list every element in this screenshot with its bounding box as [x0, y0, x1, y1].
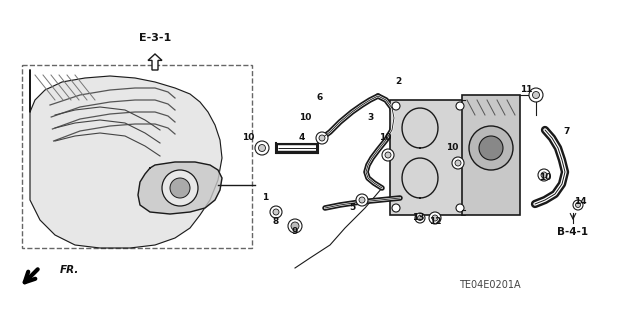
Circle shape	[529, 88, 543, 102]
Text: TE04E0201A: TE04E0201A	[459, 280, 521, 290]
Bar	[390, 100, 465, 215]
Text: 5: 5	[349, 204, 355, 212]
Text: 11: 11	[520, 85, 532, 94]
Text: 3: 3	[367, 114, 373, 122]
Text: 2: 2	[395, 78, 401, 86]
Bar	[22, 65, 252, 248]
Circle shape	[316, 132, 328, 144]
Circle shape	[417, 216, 422, 220]
Circle shape	[538, 169, 550, 181]
Circle shape	[356, 194, 368, 206]
Text: B-4-1: B-4-1	[557, 227, 589, 237]
Text: 6: 6	[317, 93, 323, 102]
Circle shape	[162, 170, 198, 206]
Text: 10: 10	[446, 144, 458, 152]
Text: 10: 10	[242, 133, 254, 143]
Circle shape	[319, 135, 325, 141]
Bar	[462, 95, 520, 215]
Text: 13: 13	[412, 213, 424, 222]
Text: 7: 7	[564, 128, 570, 137]
Text: 10: 10	[299, 114, 311, 122]
Circle shape	[288, 219, 302, 233]
Circle shape	[456, 102, 464, 110]
Circle shape	[432, 215, 438, 221]
Text: 12: 12	[429, 218, 441, 226]
Circle shape	[385, 152, 391, 158]
Text: 10: 10	[379, 133, 391, 143]
Circle shape	[575, 203, 580, 207]
Polygon shape	[30, 70, 222, 248]
Circle shape	[469, 126, 513, 170]
Circle shape	[455, 160, 461, 166]
Text: FR.: FR.	[60, 265, 79, 275]
Text: 14: 14	[573, 197, 586, 206]
Circle shape	[273, 209, 279, 215]
Circle shape	[573, 200, 583, 210]
Text: 8: 8	[273, 218, 279, 226]
Circle shape	[259, 145, 266, 152]
Circle shape	[392, 204, 400, 212]
Circle shape	[532, 92, 540, 99]
Circle shape	[456, 204, 464, 212]
Circle shape	[429, 212, 441, 224]
Polygon shape	[138, 162, 222, 214]
Circle shape	[392, 102, 400, 110]
Circle shape	[170, 178, 190, 198]
Circle shape	[255, 141, 269, 155]
Text: 9: 9	[292, 227, 298, 236]
Circle shape	[359, 197, 365, 203]
Circle shape	[452, 157, 464, 169]
Text: 1: 1	[262, 194, 268, 203]
Text: E-3-1: E-3-1	[139, 33, 171, 43]
Circle shape	[382, 149, 394, 161]
Polygon shape	[148, 54, 162, 70]
Circle shape	[541, 172, 547, 178]
Circle shape	[415, 213, 425, 223]
Text: 4: 4	[299, 133, 305, 143]
Circle shape	[479, 136, 503, 160]
Circle shape	[270, 206, 282, 218]
Circle shape	[291, 222, 299, 230]
Text: 10: 10	[539, 174, 551, 182]
